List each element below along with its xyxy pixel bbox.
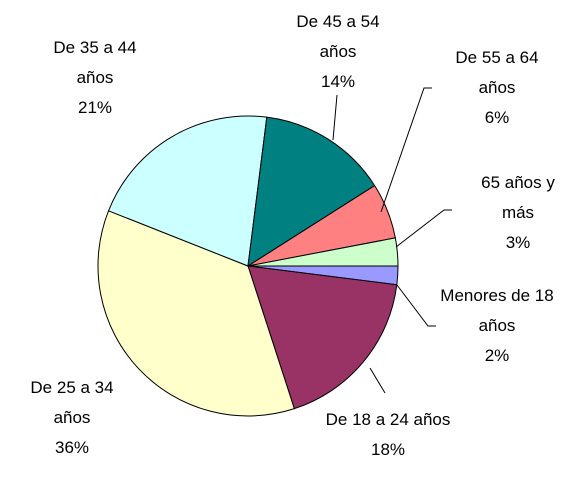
slice-label: De 55 a 64 años 6%	[442, 43, 552, 133]
slice-label: De 25 a 34 años 36%	[17, 373, 127, 463]
slice-label: Menores de 18 años 2%	[432, 281, 562, 371]
value-label: 21%	[77, 98, 113, 117]
leader-line	[395, 209, 452, 248]
category-label: De 45 a 54 años	[296, 12, 380, 61]
slice-label: De 35 a 44 años 21%	[40, 33, 150, 123]
pie-slice	[97, 210, 295, 417]
value-label: 6%	[484, 108, 510, 127]
pie-slice	[247, 237, 399, 267]
category-label: De 25 a 34 años	[30, 378, 114, 427]
category-label: 65 años y más	[481, 173, 555, 222]
category-label: De 18 a 24 años	[325, 410, 451, 429]
slice-label: 65 años y más 3%	[468, 168, 568, 258]
slice-label: De 45 a 54 años 14%	[283, 7, 393, 97]
value-label: 18%	[370, 440, 406, 459]
slice-label: De 18 a 24 años 18%	[323, 405, 453, 465]
category-label: De 55 a 64 años	[455, 48, 539, 97]
leader-line	[369, 367, 386, 394]
leader-line	[380, 87, 432, 213]
pie-slice	[247, 265, 398, 410]
leader-line	[396, 284, 436, 327]
leader-line	[332, 94, 338, 141]
value-label: 36%	[54, 438, 90, 457]
value-label: 2%	[484, 346, 510, 365]
category-label: Menores de 18 años	[440, 286, 554, 335]
value-label: 3%	[505, 233, 531, 252]
value-label: 14%	[320, 72, 356, 91]
pie-slice	[247, 116, 376, 267]
leader-lines	[332, 87, 452, 394]
pie-slice	[107, 115, 268, 267]
category-label: De 35 a 44 años	[53, 38, 137, 87]
